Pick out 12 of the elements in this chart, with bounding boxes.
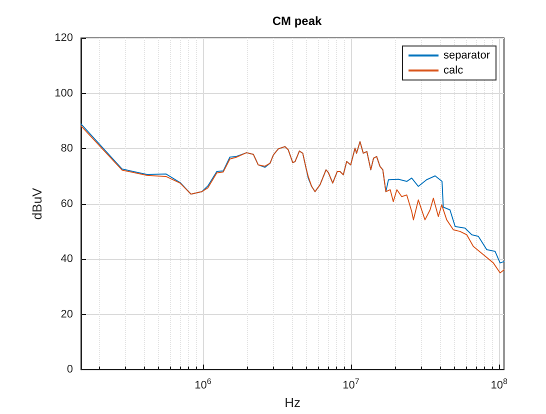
legend-label: separator: [444, 50, 490, 62]
x-axis-title: Hz: [284, 395, 300, 410]
y-axis-title: dBuV: [30, 188, 45, 220]
y-tick-label: 120: [54, 32, 73, 44]
y-tick-label: 20: [60, 308, 73, 320]
y-tick-label: 0: [66, 364, 73, 376]
y-tick-label: 40: [60, 253, 73, 266]
y-tick-label: 80: [60, 142, 73, 155]
y-tick-label: 100: [54, 87, 73, 100]
y-tick-label: 60: [60, 198, 73, 210]
legend-label: calc: [444, 64, 464, 76]
chart-title: CM peak: [272, 14, 322, 28]
